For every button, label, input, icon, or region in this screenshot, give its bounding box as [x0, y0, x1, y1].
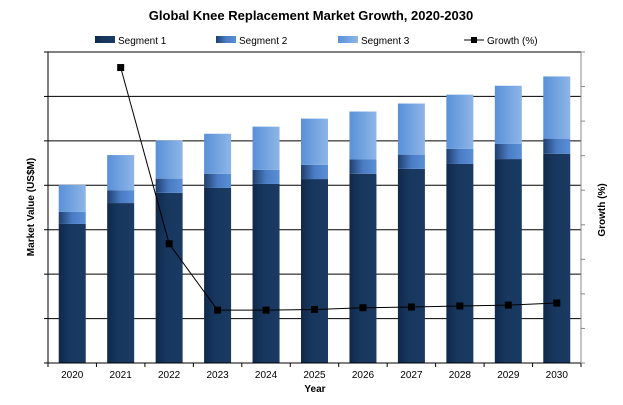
- x-tick-label: 2022: [158, 370, 181, 381]
- y-axis-label: Market Value (US$M): [26, 158, 37, 256]
- growth-point-2026: [359, 304, 367, 312]
- bar-segment-2-2023: [204, 173, 232, 188]
- bar-segment-2-2028: [446, 148, 474, 164]
- legend-marker: [471, 37, 477, 43]
- axes: 2020 2021 2022 2023 2024 2025 2026 2027 2028 2029…: [44, 51, 585, 381]
- legend-swatch: [95, 36, 115, 43]
- x-tick-label: 2025: [303, 370, 326, 381]
- x-tick-label: 2023: [206, 370, 229, 381]
- bar-segment-3-2027: [397, 103, 425, 155]
- bar-segment-3-2028: [446, 94, 474, 149]
- x-tick-label: 2026: [352, 370, 375, 381]
- legend-label: Segment 2: [239, 36, 288, 47]
- legend: Segment 1 Segment 2 Segment 3 Growth (%): [95, 36, 538, 47]
- bar-segment-2-2024: [252, 169, 280, 184]
- bar-segment-1-2029: [494, 159, 522, 363]
- y2-axis-label: Growth (%): [597, 183, 608, 236]
- x-tick-label: 2029: [497, 370, 520, 381]
- growth-point-2028: [456, 302, 464, 310]
- x-tick-label: 2020: [61, 370, 84, 381]
- x-axis-label: Year: [304, 384, 325, 395]
- growth-line-path: [120, 67, 557, 311]
- x-tick-label: 2028: [449, 370, 472, 381]
- bar-segment-2-2029: [494, 143, 522, 160]
- bar-segment-1-2027: [397, 168, 425, 363]
- bar-segment-3-2020: [58, 184, 86, 212]
- bar-segment-3-2022: [155, 140, 183, 179]
- bar-segment-1-2021: [107, 203, 135, 363]
- growth-point-2027: [407, 303, 415, 311]
- bar-segment-1-2025: [301, 179, 328, 363]
- bar-segment-3-2024: [252, 126, 280, 170]
- bar-segment-2-2022: [155, 178, 183, 193]
- bar-segment-1-2028: [446, 163, 474, 363]
- bar-segment-2-2030: [543, 138, 571, 154]
- x-tick-label: 2027: [400, 370, 423, 381]
- bar-segment-1-2030: [543, 153, 571, 363]
- bar-segment-1-2024: [252, 183, 280, 363]
- bar-segment-1-2023: [204, 187, 232, 363]
- bar-segment-2-2027: [397, 154, 425, 169]
- bar-segment-3-2029: [494, 85, 522, 144]
- legend-label: Segment 3: [361, 36, 410, 47]
- growth-point-2024: [262, 306, 270, 314]
- x-tick-label: 2024: [255, 370, 278, 381]
- bar-segment-2-2021: [107, 190, 135, 204]
- bar-segment-3-2023: [204, 133, 232, 174]
- growth-point-2023: [214, 306, 222, 314]
- growth-point-2025: [311, 305, 318, 313]
- bar-segment-1-2026: [349, 173, 377, 363]
- growth-line: [117, 64, 561, 314]
- legend-swatch: [338, 36, 358, 43]
- bar-segment-1-2022: [155, 192, 183, 363]
- legend-label: Segment 1: [118, 36, 167, 47]
- bar-segment-3-2021: [107, 155, 135, 191]
- x-tick-label: 2030: [546, 370, 569, 381]
- legend-label: Growth (%): [487, 36, 538, 47]
- legend-swatch: [216, 36, 236, 43]
- bar-segment-1-2020: [58, 223, 86, 363]
- growth-point-2022: [165, 240, 173, 248]
- growth-point-2021: [117, 64, 125, 72]
- bar-segment-2-2025: [301, 164, 328, 180]
- bar-segment-3-2026: [349, 111, 377, 160]
- bar-segment-3-2025: [301, 118, 328, 165]
- chart-title: Global Knee Replacement Market Growth, 2…: [149, 8, 473, 23]
- bar-segment-2-2020: [58, 211, 86, 224]
- growth-point-2029: [504, 301, 512, 309]
- bars: [58, 76, 571, 363]
- bar-segment-3-2030: [543, 76, 571, 139]
- bar-segment-2-2026: [349, 159, 377, 174]
- x-tick-label: 2021: [110, 370, 133, 381]
- growth-point-2030: [553, 299, 561, 307]
